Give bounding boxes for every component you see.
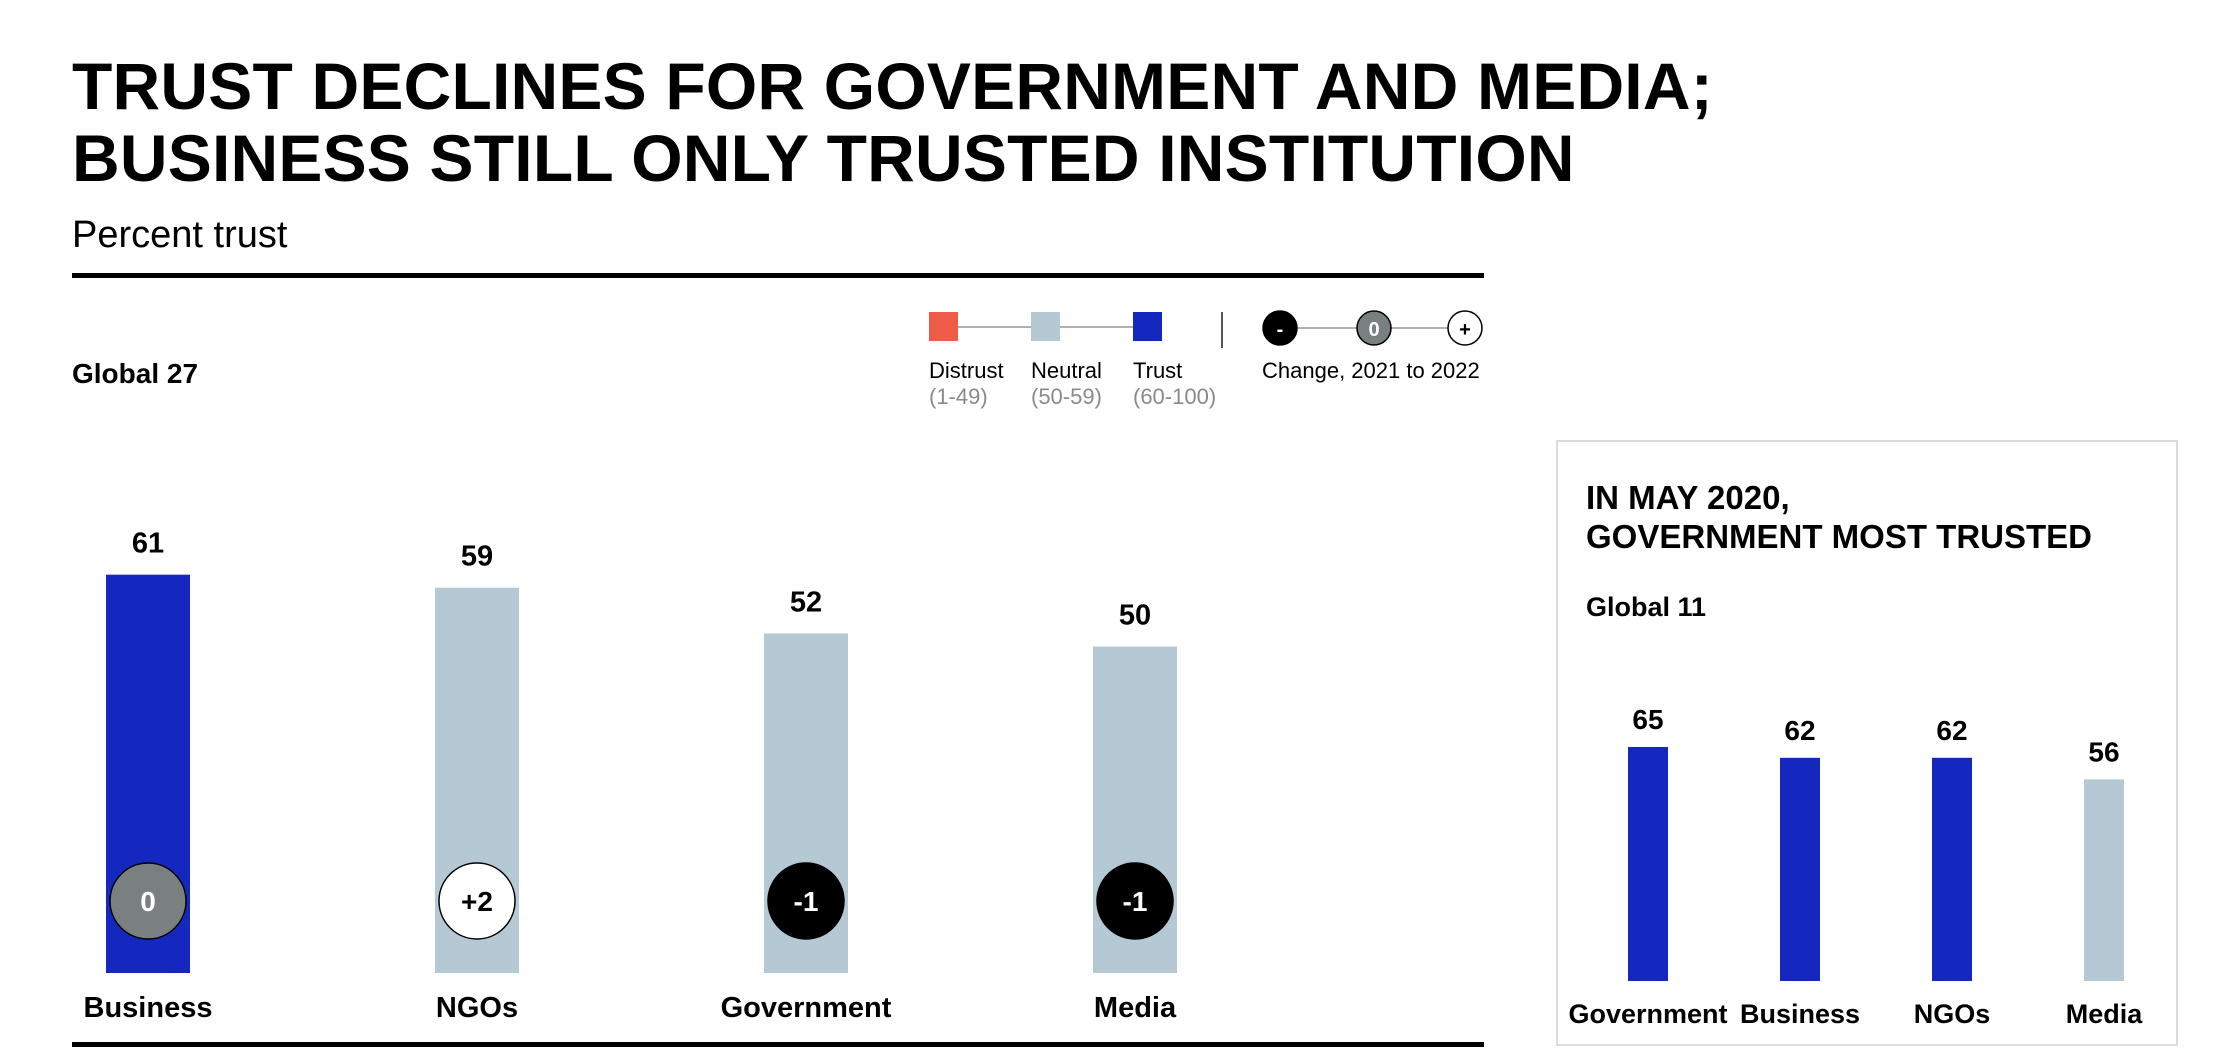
bar-value-label: 50 bbox=[1119, 600, 1151, 632]
inset-category-label: NGOs bbox=[1914, 999, 1991, 1029]
bar-value-label: 61 bbox=[132, 528, 164, 560]
change-value-label: -1 bbox=[1123, 886, 1148, 917]
category-label: Business bbox=[84, 992, 213, 1024]
inset-category-label: Business bbox=[1740, 999, 1860, 1029]
category-label: NGOs bbox=[436, 992, 518, 1024]
inset-bar-value-label: 62 bbox=[1784, 715, 1815, 746]
inset-category-label: Media bbox=[2066, 999, 2144, 1029]
inset-bar-media bbox=[2084, 779, 2124, 981]
inset-bar-government bbox=[1628, 747, 1668, 981]
inset-bar-business bbox=[1780, 758, 1820, 981]
inset-bar-value-label: 62 bbox=[1936, 715, 1967, 746]
inset-bar-value-label: 56 bbox=[2088, 736, 2119, 767]
category-label: Media bbox=[1094, 992, 1177, 1024]
inset-bar-ngos bbox=[1932, 758, 1972, 981]
change-value-label: +2 bbox=[461, 886, 493, 917]
inset-bar-value-label: 65 bbox=[1632, 704, 1663, 735]
bar-value-label: 59 bbox=[461, 541, 493, 573]
inset-panel: IN MAY 2020, GOVERNMENT MOST TRUSTED Glo… bbox=[1556, 440, 2178, 1046]
inset-category-label: Government bbox=[1568, 999, 1727, 1029]
change-value-label: 0 bbox=[140, 886, 156, 917]
category-label: Government bbox=[721, 992, 892, 1024]
inset-bar-chart: 65 Government 62 Business 62 NGOs 56 Media bbox=[1558, 442, 2180, 1048]
bar-value-label: 52 bbox=[790, 586, 822, 618]
change-value-label: -1 bbox=[794, 886, 819, 917]
